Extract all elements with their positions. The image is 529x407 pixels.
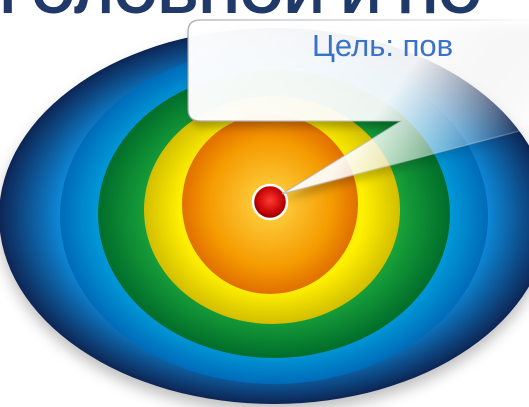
callout-balloon: [187, 19, 529, 195]
target-icon: [0, 28, 529, 404]
callout-shape: [187, 19, 529, 195]
slide-title-fragment: ГОЛОВНОЙ И ПО: [0, 0, 529, 22]
bullseye-dot-icon: [251, 183, 289, 221]
callout-text: Цель: пов: [312, 28, 454, 63]
